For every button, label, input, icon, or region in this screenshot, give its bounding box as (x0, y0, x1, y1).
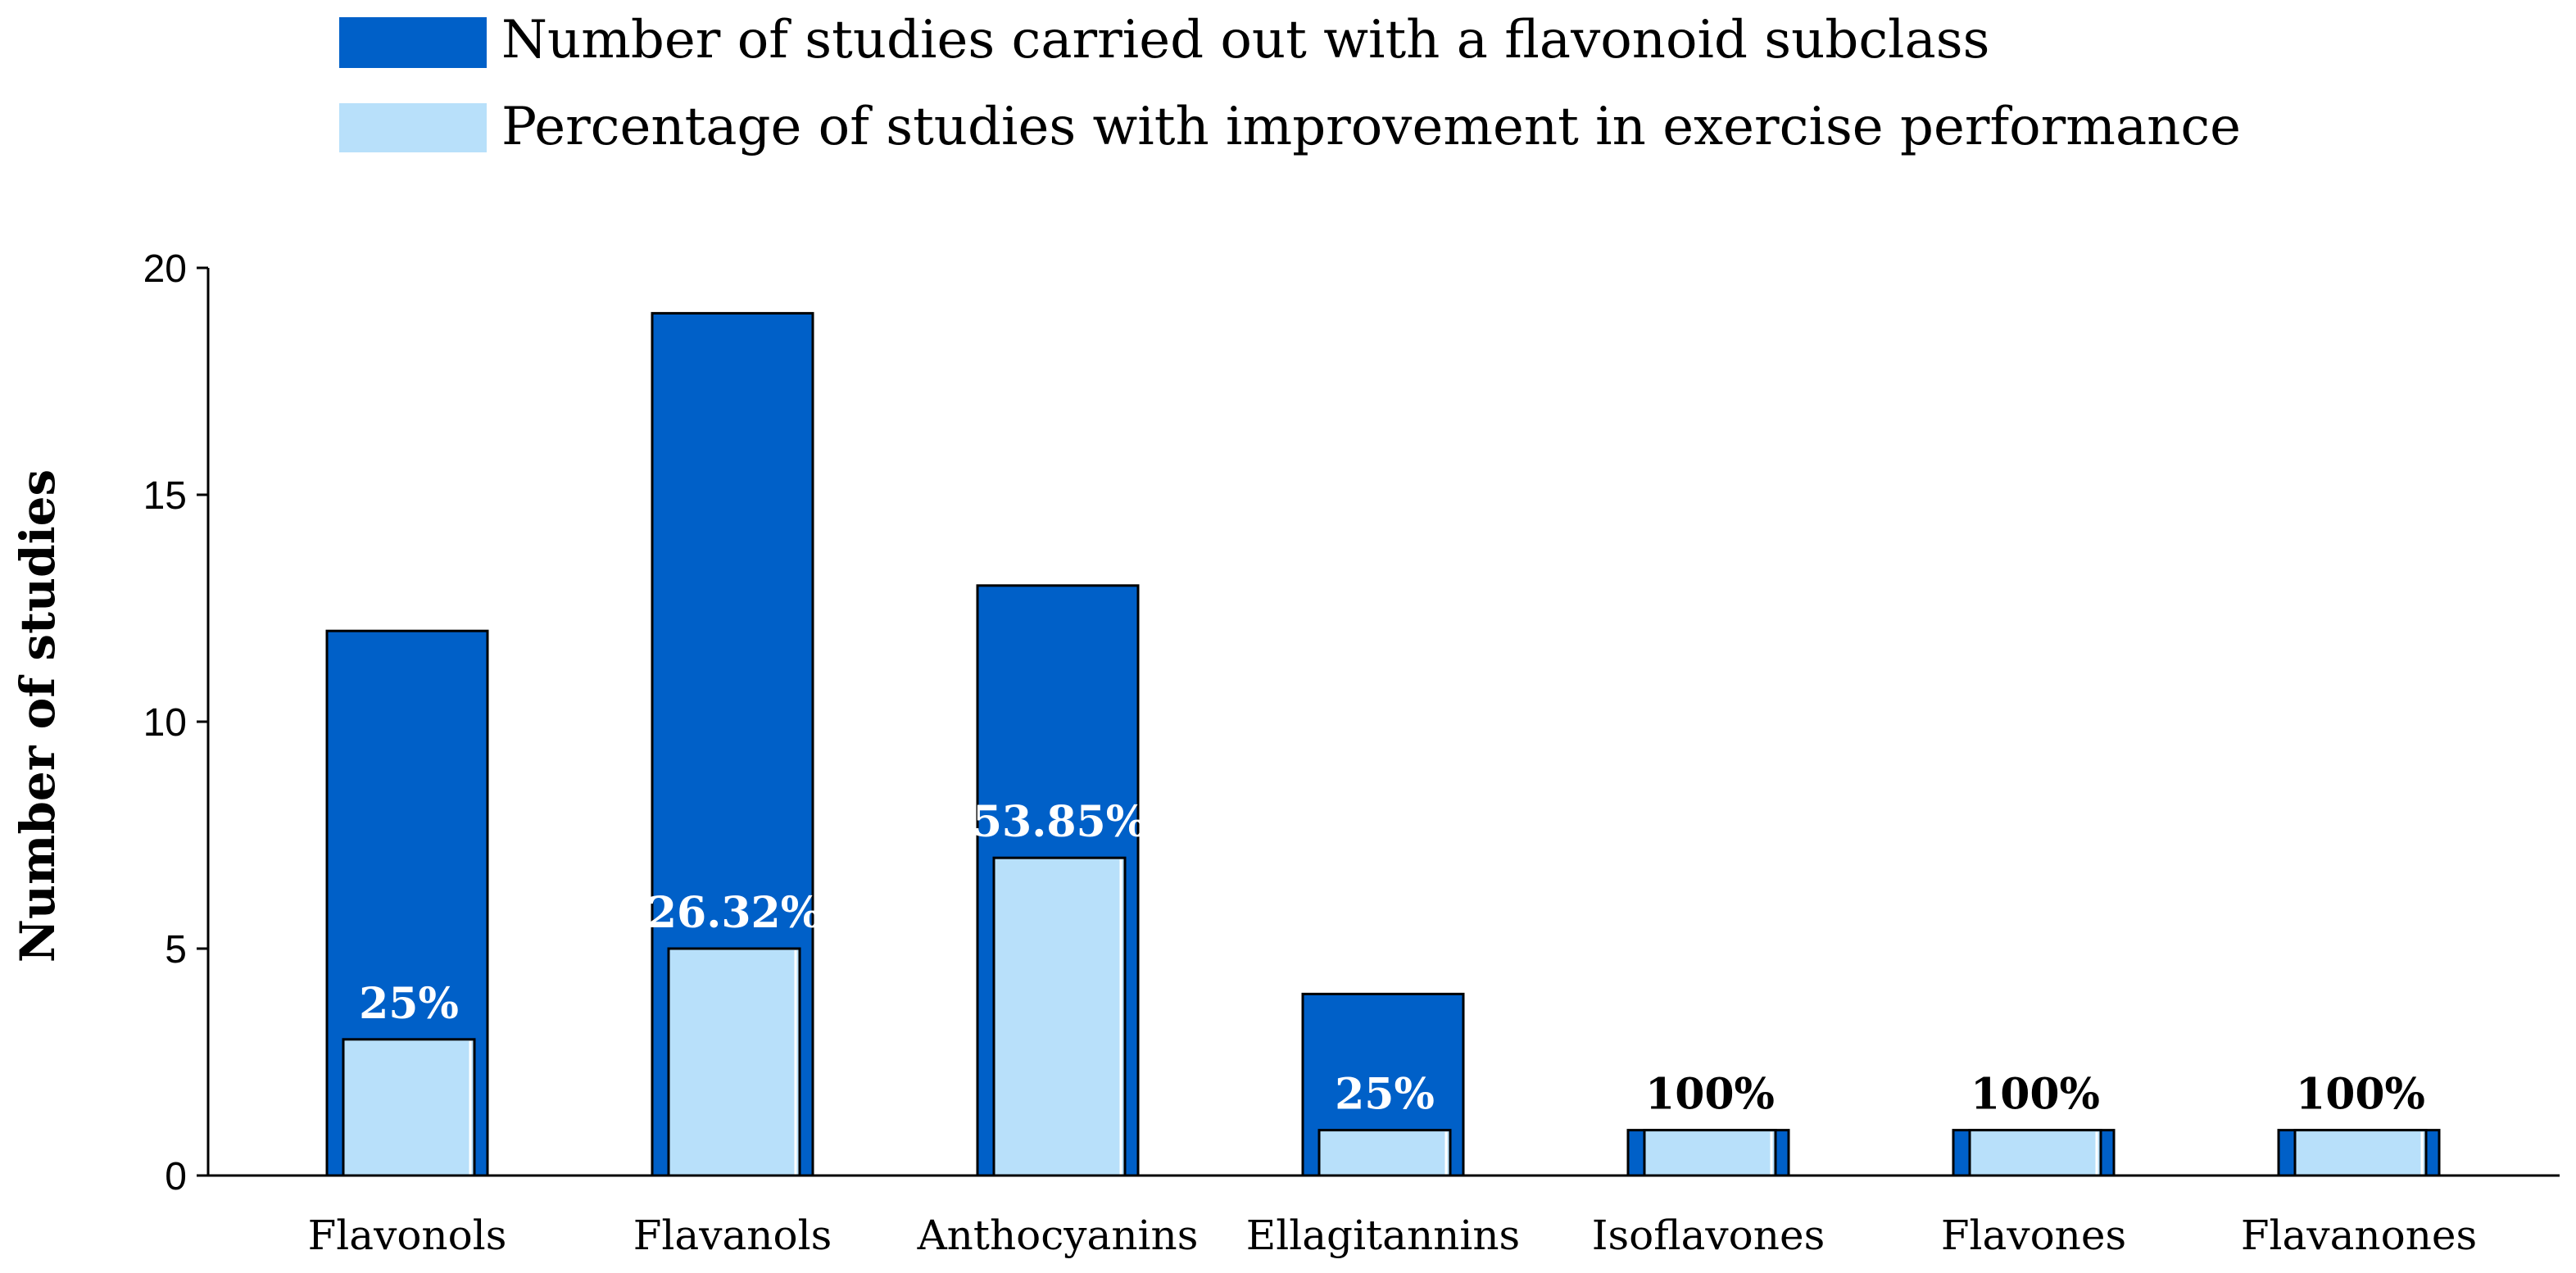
x-tick-label: Flavanones (2241, 1212, 2477, 1259)
x-tick-label: Ellagitannins (1246, 1212, 1520, 1259)
data-label: 100% (2296, 1070, 2425, 1120)
y-tick-label: 0 (165, 1155, 187, 1198)
y-axis: 0 5 10 15 20 (143, 247, 210, 1198)
x-tick-label: Isoflavones (1592, 1212, 1825, 1259)
legend-label-improvement: Percentage of studies with improvement i… (501, 97, 2241, 157)
y-tick-label: 15 (143, 474, 187, 518)
y-tick-label: 20 (143, 247, 187, 291)
bar-improvement (992, 856, 1127, 1177)
bar-improvement (667, 947, 801, 1177)
data-label: 100% (1645, 1070, 1775, 1120)
x-tick-label: Flavones (1941, 1212, 2126, 1259)
bar-improvement (1968, 1129, 2102, 1177)
data-label: 25% (1335, 1070, 1435, 1120)
bar-improvement (2293, 1129, 2428, 1177)
data-label: 25% (359, 979, 459, 1029)
x-axis: Flavonols Flavanols Anthocyanins Ellagitann… (208, 1174, 2560, 1259)
legend-swatch-improvement (339, 103, 487, 152)
bars: 25% 26.32% 53.85% 25% 100% 100% 100% (325, 311, 2441, 1177)
legend-label-total: Number of studies carried out with a fla… (501, 10, 1989, 70)
y-tick-label: 10 (143, 701, 187, 745)
y-tick-label: 5 (165, 928, 187, 972)
legend-swatch-total (339, 17, 487, 68)
data-label: 26.32% (647, 888, 821, 938)
bar-improvement (1643, 1129, 1777, 1177)
y-axis-label: Number of studies (10, 469, 66, 963)
bar-improvement (1317, 1129, 1452, 1177)
x-tick-label: Flavanols (633, 1212, 832, 1259)
bar-improvement (342, 1038, 476, 1177)
legend: Number of studies carried out with a fla… (339, 10, 2241, 157)
x-tick-label: Flavonols (308, 1212, 507, 1259)
x-tick-label: Anthocyanins (917, 1212, 1199, 1259)
data-label: 53.85% (973, 797, 1146, 847)
data-label: 100% (1971, 1070, 2100, 1120)
